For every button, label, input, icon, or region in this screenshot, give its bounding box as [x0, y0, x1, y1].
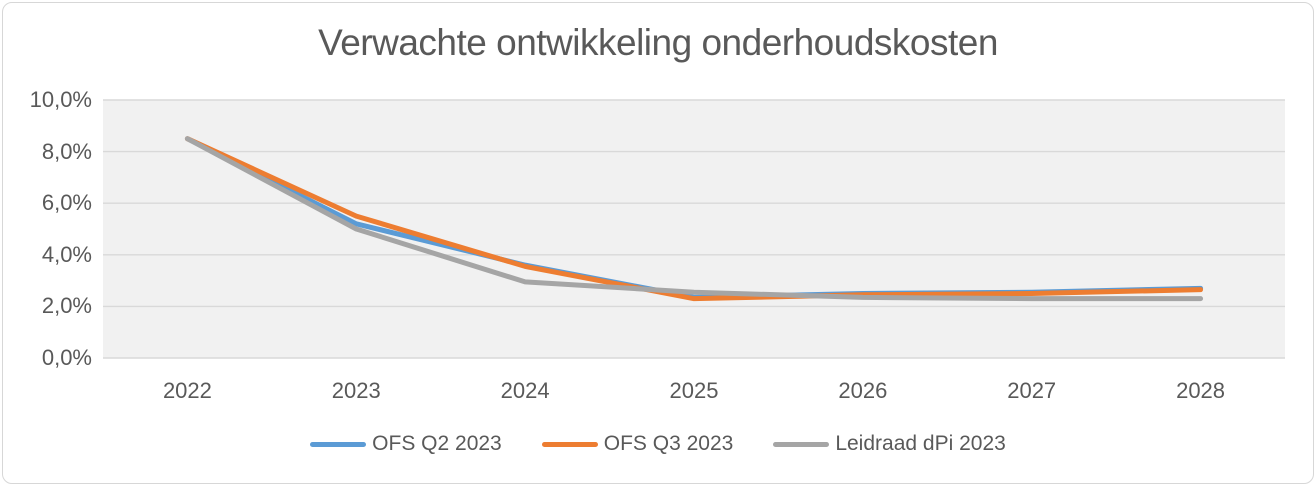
legend-item: OFS Q2 2023 — [310, 432, 502, 456]
y-tick-label: 10,0% — [29, 87, 92, 112]
x-tick-label: 2025 — [669, 378, 719, 403]
x-tick-label: 2027 — [1007, 378, 1057, 403]
chart-title: Verwachte ontwikkeling onderhoudskosten — [318, 22, 998, 63]
x-tick-label: 2028 — [1176, 378, 1226, 403]
legend: OFS Q2 2023 OFS Q3 2023 Leidraad dPi 2023 — [0, 432, 1316, 456]
legend-swatch-icon — [773, 441, 830, 447]
y-tick-label: 8,0% — [41, 138, 92, 164]
x-tick-label: 2024 — [500, 378, 550, 403]
plot-background — [103, 100, 1285, 358]
x-tick-label: 2026 — [838, 378, 888, 403]
y-tick-label: 0,0% — [41, 345, 92, 370]
legend-label: OFS Q3 2023 — [603, 432, 734, 455]
series-line-1 — [184, 136, 1204, 302]
y-tick-label: 4,0% — [41, 241, 92, 267]
y-tick-label: 6,0% — [41, 190, 92, 216]
legend-swatch-icon — [541, 441, 598, 447]
x-tick-label: 2023 — [331, 378, 381, 403]
series-line-2 — [184, 136, 1204, 302]
legend-swatch-icon — [310, 441, 367, 447]
x-tick-label: 2022 — [162, 378, 212, 403]
legend-label: OFS Q2 2023 — [372, 432, 502, 455]
legend-item: OFS Q3 2023 — [541, 432, 734, 456]
y-tick-label: 2,0% — [41, 293, 92, 319]
legend-item: Leidraad dPi 2023 — [773, 432, 1006, 456]
legend-label: Leidraad dPi 2023 — [835, 432, 1006, 455]
